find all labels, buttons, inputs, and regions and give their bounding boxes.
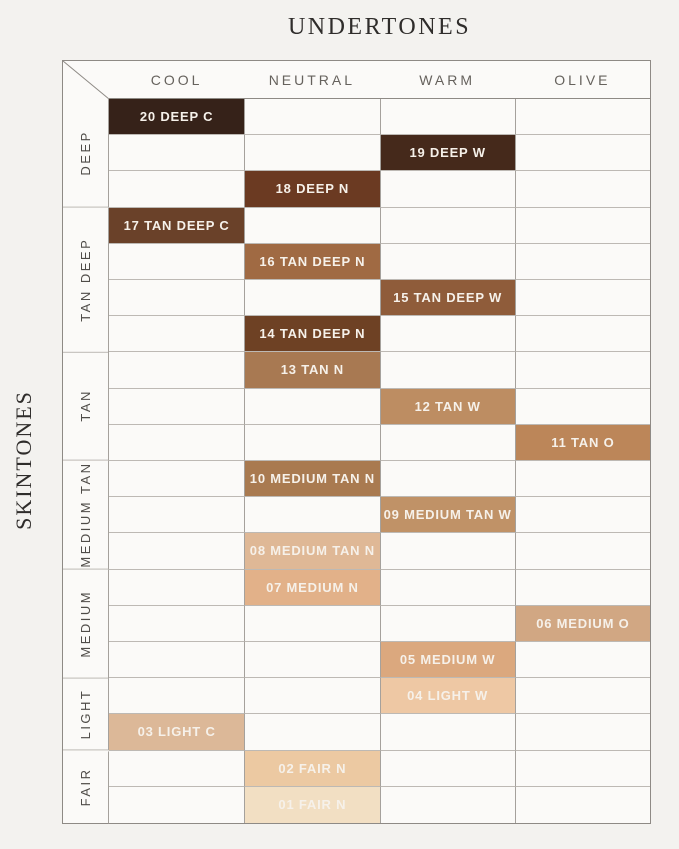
empty-cell [109,461,245,498]
shade-cell: 04 LIGHT W [379,678,515,715]
column-header: OLIVE [514,61,650,99]
empty-cell [379,99,515,136]
empty-cell [514,678,650,715]
row-group-label: MEDIUM [63,569,109,679]
empty-cell [244,207,380,244]
row-group-label: FAIR [63,750,109,823]
shade-cell: 13 TAN N [244,352,380,389]
shade-cell: 10 MEDIUM TAN N [244,461,380,498]
empty-cell [244,497,380,534]
empty-cell [109,135,245,172]
empty-cell [379,352,515,389]
shade-cell: 19 DEEP W [379,135,515,172]
shade-cell: 12 TAN W [379,388,515,425]
empty-cell [109,171,245,208]
empty-cell [514,388,650,425]
empty-cell [109,570,245,606]
shade-cell: 02 FAIR N [244,750,380,787]
empty-cell [109,642,245,679]
empty-cell [109,678,245,715]
y-axis-label: SKINTONES [11,390,36,530]
empty-cell [244,99,380,136]
empty-cell [379,750,515,787]
shade-cell: 03 LIGHT C [109,714,245,751]
shade-cell: 15 TAN DEEP W [379,280,515,317]
empty-cell [379,424,515,461]
empty-cell [244,605,380,642]
empty-cell [514,642,650,679]
empty-cell [109,244,245,280]
empty-cell [244,678,380,715]
column-header: WARM [379,61,515,99]
row-group-label: MEDIUM TAN [63,461,109,570]
shade-cell: 18 DEEP N [244,171,380,208]
empty-cell [379,786,515,823]
empty-cell [109,352,245,389]
shade-cell: 05 MEDIUM W [379,642,515,679]
shade-grid: COOL NEUTRAL WARM OLIVE DEEP TAN DEEP TAN MEDIU… [62,60,651,824]
empty-cell [514,750,650,787]
empty-cell [379,605,515,642]
empty-cell [109,497,245,534]
empty-cell [109,606,245,642]
empty-cell [244,714,380,751]
empty-cell [379,243,515,280]
empty-cell [379,714,515,751]
empty-cell [514,243,650,280]
empty-cell [379,207,515,244]
shade-cell: 08 MEDIUM TAN N [244,533,380,570]
shade-cell: 11 TAN O [514,424,650,461]
shade-cell: 01 FAIR N [244,786,380,823]
empty-cell [109,533,245,570]
row-group-label: TAN DEEP [63,207,109,353]
row-group-label: TAN [63,352,109,461]
shade-cell: 09 MEDIUM TAN W [379,497,515,534]
row-group-label: DEEP [63,99,109,208]
row-group-label: LIGHT [63,678,109,751]
shade-cell: 06 MEDIUM O [514,605,650,642]
empty-cell [514,171,650,208]
empty-cell [379,461,515,498]
empty-cell [514,99,650,136]
empty-cell [109,389,245,425]
empty-cell [514,352,650,389]
column-header: NEUTRAL [244,61,380,99]
empty-cell [514,280,650,317]
empty-cell [109,425,245,461]
empty-cell [244,642,380,679]
empty-cell [514,461,650,498]
diagonal-divider-icon [63,61,109,99]
corner-cell [63,61,109,99]
empty-cell [514,786,650,823]
empty-cell [514,497,650,534]
empty-cell [514,569,650,606]
shade-cell: 07 MEDIUM N [244,569,380,606]
empty-cell [244,388,380,425]
empty-cell [244,424,380,461]
empty-cell [514,533,650,570]
empty-cell [244,135,380,172]
empty-cell [379,569,515,606]
empty-cell [514,316,650,353]
empty-cell [514,714,650,751]
shade-cell: 17 TAN DEEP C [109,207,245,244]
empty-cell [109,751,245,787]
empty-cell [109,316,245,353]
empty-cell [379,533,515,570]
column-header: COOL [109,61,245,99]
shade-cell: 14 TAN DEEP N [244,316,380,353]
shade-cell: 20 DEEP C [109,99,245,136]
empty-cell [514,207,650,244]
chart-title: UNDERTONES [287,14,472,40]
empty-cell [109,280,245,317]
empty-cell [109,787,244,823]
empty-cell [514,135,650,172]
empty-cell [244,280,380,317]
empty-cell [379,316,515,353]
shade-cell: 16 TAN DEEP N [244,243,380,280]
empty-cell [379,171,515,208]
